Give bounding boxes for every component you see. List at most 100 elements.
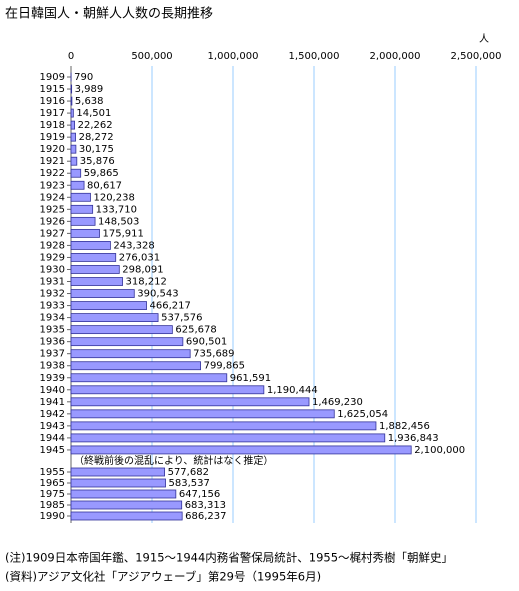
bar <box>70 228 100 238</box>
y-tick-label: 1955 <box>40 467 65 478</box>
x-tick-label: 0 <box>68 51 74 62</box>
y-tick-label: 1925 <box>40 204 65 215</box>
bar <box>70 144 77 154</box>
unit-label: 人 <box>479 33 489 45</box>
x-tick-label: 1,500,000 <box>289 51 340 62</box>
data-label: 2,100,000 <box>414 445 465 456</box>
y-tick-label: 1937 <box>40 349 65 360</box>
bar <box>70 156 78 166</box>
y-tick-label: 1975 <box>40 489 65 500</box>
bar <box>70 500 183 510</box>
data-label: 298,091 <box>122 264 163 275</box>
data-label: 390,543 <box>137 289 178 300</box>
y-tick-label: 1923 <box>40 180 65 191</box>
bar <box>70 84 73 94</box>
bar <box>70 253 117 262</box>
bar <box>70 349 191 359</box>
bar <box>70 361 201 371</box>
y-tick-label: 1920 <box>40 144 65 155</box>
data-label: 690,501 <box>186 337 227 348</box>
bar <box>70 433 386 443</box>
data-label: 625,678 <box>175 325 216 336</box>
bar <box>70 489 177 499</box>
data-label: 5,638 <box>75 96 104 107</box>
note: (注)1909日本帝国年鑑、1915～1944内務省警保局統計、1955～梶村秀… <box>5 551 453 565</box>
data-label: 686,237 <box>185 511 226 522</box>
bar <box>70 204 94 214</box>
y-tick-label: 1931 <box>40 277 65 288</box>
data-label: 30,175 <box>79 144 114 155</box>
bar <box>70 337 184 347</box>
bar <box>70 241 111 250</box>
bar <box>70 325 173 335</box>
x-tick-label: 1,000,000 <box>208 51 259 62</box>
bar <box>70 180 85 190</box>
data-label: 1,625,054 <box>337 409 388 420</box>
data-label: 14,501 <box>76 108 111 119</box>
y-tick-label: 1927 <box>40 228 65 239</box>
data-label: 647,156 <box>179 489 220 500</box>
data-label: 276,031 <box>119 252 160 263</box>
data-label: 790 <box>74 72 93 83</box>
bar <box>70 120 76 130</box>
y-tick-label: 1924 <box>40 192 65 203</box>
y-tick-label: 1917 <box>40 108 65 119</box>
bar <box>70 96 73 106</box>
bar <box>70 373 228 383</box>
bar <box>70 108 74 118</box>
bar <box>70 467 165 477</box>
y-tick-label: 1926 <box>40 216 65 227</box>
y-tick-label: 1922 <box>40 168 65 179</box>
bar <box>70 385 265 395</box>
data-label: 683,313 <box>185 500 226 511</box>
data-label: 59,865 <box>84 168 119 179</box>
y-tick-label: 1915 <box>40 84 65 95</box>
bar <box>70 445 412 455</box>
y-tick-label: 1916 <box>40 96 65 107</box>
y-tick-label: 1930 <box>40 264 65 275</box>
data-label: 133,710 <box>96 204 137 215</box>
data-label: 577,682 <box>168 467 209 478</box>
data-label: 961,591 <box>230 373 271 384</box>
y-tick-label: 1929 <box>40 252 65 263</box>
y-tick-label: 1938 <box>40 361 65 372</box>
y-tick-label: 1942 <box>40 409 65 420</box>
data-label: 1,469,230 <box>312 397 363 408</box>
y-tick-label: 1985 <box>40 500 65 511</box>
y-tick-label: 1935 <box>40 325 65 336</box>
data-label: 243,328 <box>113 240 154 251</box>
data-label: 537,576 <box>161 313 202 324</box>
bar <box>70 216 96 226</box>
y-tick-label: 1965 <box>40 478 65 489</box>
bar <box>70 289 135 298</box>
note: (資料)アジア文化社「アジアウェーブ」第29号（1995年6月) <box>5 570 321 584</box>
data-label: 1,882,456 <box>379 421 430 432</box>
data-label: 3,989 <box>75 84 104 95</box>
x-tick-label: 2,000,000 <box>370 51 421 62</box>
y-tick-label: 1928 <box>40 240 65 251</box>
y-tick-label: 1936 <box>40 337 65 348</box>
data-label: 1,936,843 <box>388 433 439 444</box>
data-label: 1,190,444 <box>267 385 318 396</box>
y-tick-label: 1944 <box>40 433 65 444</box>
data-label: 583,537 <box>169 478 210 489</box>
y-tick-label: 1921 <box>40 156 65 167</box>
data-label: 120,238 <box>93 192 134 203</box>
y-tick-label: 1941 <box>40 397 65 408</box>
chart-title: 在日韓国人・朝鮮人人数の長期推移 <box>5 7 213 22</box>
y-tick-label: 1940 <box>40 385 65 396</box>
bar <box>70 132 76 142</box>
bar <box>70 192 91 202</box>
data-label: 35,876 <box>80 156 115 167</box>
y-tick-label: 1918 <box>40 120 65 131</box>
y-tick-label: 1939 <box>40 373 65 384</box>
y-tick-label: 1919 <box>40 132 65 143</box>
y-tick-label: 1932 <box>40 289 65 300</box>
data-label: 466,217 <box>150 301 191 312</box>
bar <box>70 421 377 431</box>
y-tick-label: 1934 <box>40 313 65 324</box>
data-label: 175,911 <box>102 228 143 239</box>
bar <box>70 409 335 419</box>
bar <box>70 168 82 178</box>
